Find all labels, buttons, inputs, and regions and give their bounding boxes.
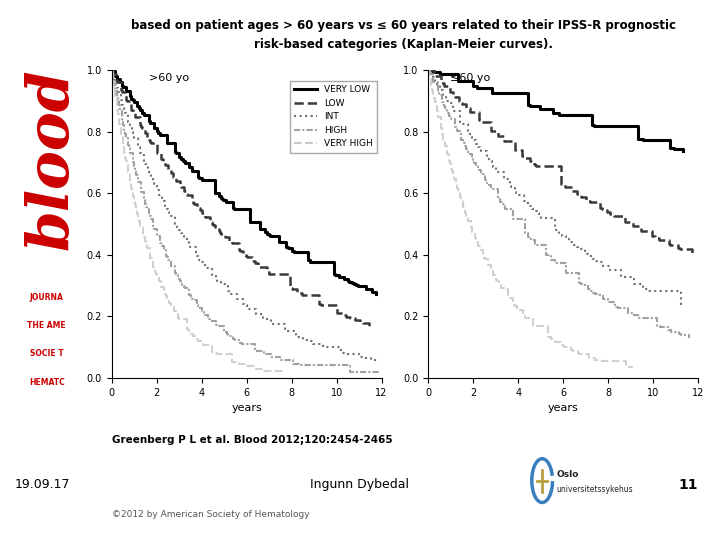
Text: based on patient ages > 60 years vs ≤ 60 years related to their IPSS-R prognosti: based on patient ages > 60 years vs ≤ 60… [131,19,675,32]
Text: risk-based categories (Kaplan-Meier curves).: risk-based categories (Kaplan-Meier curv… [253,38,553,51]
X-axis label: years: years [231,403,262,413]
Text: universitetssykehus: universitetssykehus [557,484,634,494]
Text: SOCIE T: SOCIE T [30,349,63,358]
Text: Oslo: Oslo [557,470,579,479]
Text: JOURNA: JOURNA [30,293,64,301]
Text: Greenberg P L et al. Blood 2012;120:2454-2465: Greenberg P L et al. Blood 2012;120:2454… [112,435,392,445]
Text: THE AME: THE AME [27,321,66,330]
Text: ≤60 yo: ≤60 yo [450,73,490,83]
Text: >60 yo: >60 yo [150,73,189,83]
Text: HEMATC: HEMATC [29,377,65,387]
Text: 11: 11 [679,478,698,492]
Text: 19.09.17: 19.09.17 [14,478,70,491]
Text: Ingunn Dybedal: Ingunn Dybedal [310,478,410,491]
Text: ©2012 by American Society of Hematology: ©2012 by American Society of Hematology [112,510,309,519]
Text: blood: blood [23,69,80,250]
Legend: VERY LOW, LOW, INT, HIGH, VERY HIGH: VERY LOW, LOW, INT, HIGH, VERY HIGH [289,81,377,153]
X-axis label: years: years [548,403,579,413]
